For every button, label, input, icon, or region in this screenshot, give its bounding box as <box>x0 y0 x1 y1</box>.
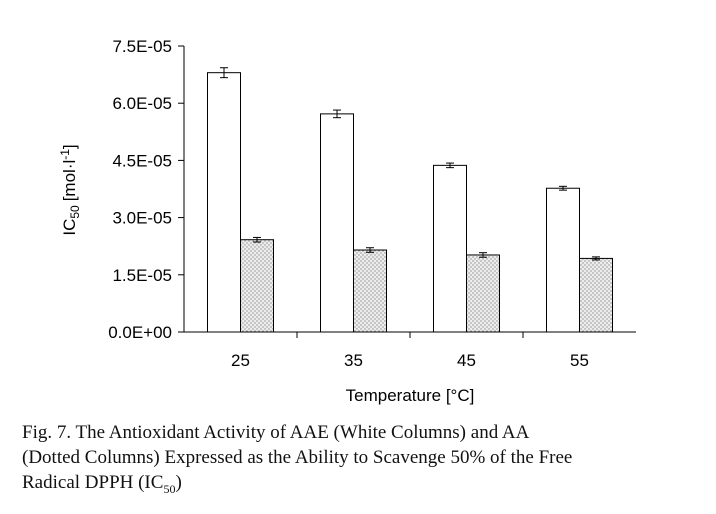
bars <box>207 67 613 333</box>
y-tick-label: 1.5E-05 <box>112 266 172 285</box>
y-tick-label: 3.0E-05 <box>112 209 172 228</box>
bar-white <box>320 113 354 333</box>
caption-line-1: Fig. 7. The Antioxidant Activity of AAE … <box>22 422 530 443</box>
y-axis-title: IC50[mol·l-1] <box>58 144 82 235</box>
x-axis: 25 35 45 55 <box>184 331 636 370</box>
bar-white <box>207 72 241 333</box>
caption-line-2: (Dotted Columns) Expressed as the Abilit… <box>22 447 573 468</box>
bar-dotted <box>579 257 613 333</box>
y-axis: 0.0E+00 1.5E-05 3.0E-05 4.5E-05 6.0E-05 7.5E-… <box>108 37 185 342</box>
x-axis-title: Temperature [°C] <box>346 386 475 405</box>
x-tick-label: 55 <box>570 351 589 370</box>
figure-caption: Fig. 7. The Antioxidant Activity of AAE … <box>22 420 702 502</box>
x-tick-label: 25 <box>231 351 250 370</box>
x-tick-label: 45 <box>457 351 476 370</box>
bar-dotted <box>353 249 387 333</box>
y-tick-label: 4.5E-05 <box>112 151 172 170</box>
bar-dotted <box>240 239 274 333</box>
bar-dotted <box>466 254 500 333</box>
bar-chart: 0.0E+00 1.5E-05 3.0E-05 4.5E-05 6.0E-05 7.5E-… <box>58 37 636 405</box>
caption-line-3: Radical DPPH (IC50) <box>22 472 182 496</box>
y-tick-label: 6.0E-05 <box>112 94 172 113</box>
y-tick-label: 0.0E+00 <box>108 323 172 342</box>
bar-white <box>546 187 580 333</box>
bar-white <box>433 164 467 333</box>
y-tick-label: 7.5E-05 <box>112 37 172 56</box>
x-tick-label: 35 <box>344 351 363 370</box>
